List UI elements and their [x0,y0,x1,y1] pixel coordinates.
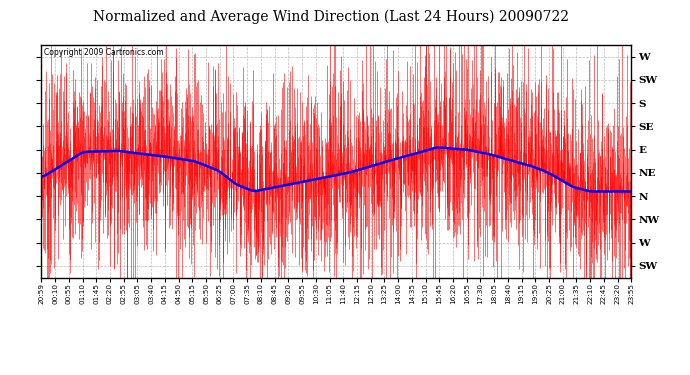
Text: Copyright 2009 Cartronics.com: Copyright 2009 Cartronics.com [44,48,164,57]
Text: Normalized and Average Wind Direction (Last 24 Hours) 20090722: Normalized and Average Wind Direction (L… [93,9,569,24]
